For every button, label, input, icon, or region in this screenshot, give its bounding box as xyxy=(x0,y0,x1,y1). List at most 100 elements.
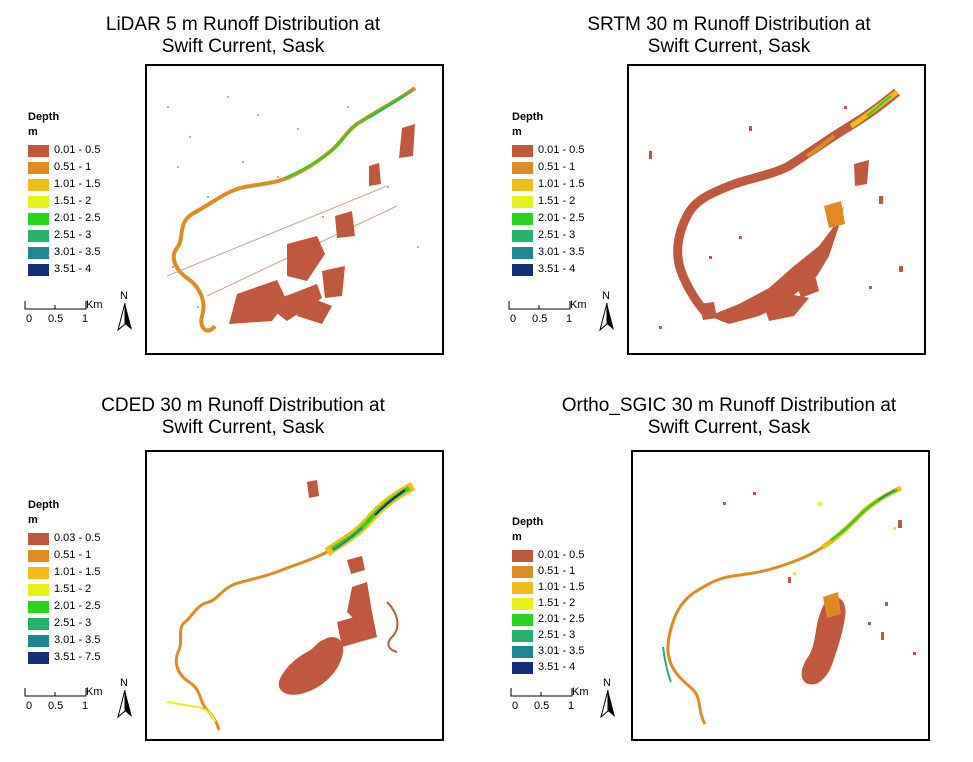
legend-title: Depth xyxy=(512,516,544,528)
legend-label: 0.01 - 0.5 xyxy=(54,144,101,156)
scale-tick: 1 xyxy=(566,313,573,325)
legend-label: 2.51 - 3 xyxy=(538,229,576,241)
legend-label: 3.01 - 3.5 xyxy=(538,246,585,258)
legend-swatch xyxy=(512,213,533,225)
legend: Depth m 0.01 - 0.5 0.51 - 1 1.01 - 1.5 1… xyxy=(512,110,584,278)
legend-item: 0.51 - 1 xyxy=(512,563,575,579)
north-arrow-icon xyxy=(600,690,615,718)
runoff-map xyxy=(662,485,916,725)
legend-title: Depth xyxy=(512,111,544,123)
legend-item: 1.51 - 2 xyxy=(512,595,575,611)
legend-label: 0.51 - 1 xyxy=(54,549,92,561)
legend-swatch xyxy=(28,584,49,596)
north-arrow: N xyxy=(599,290,615,332)
map-frame xyxy=(631,450,930,741)
legend-swatch xyxy=(28,567,49,579)
legend-swatch xyxy=(28,145,49,157)
north-arrow-icon xyxy=(117,303,132,331)
legend-item: 2.51 - 3 xyxy=(28,615,91,632)
river-channel xyxy=(673,88,900,320)
legend-swatch xyxy=(28,213,49,225)
legend-swatch xyxy=(512,582,533,594)
legend-item: 3.01 - 3.5 xyxy=(512,244,584,261)
title-line-2: Swift Current, Sask xyxy=(647,417,811,438)
legend-label: 3.01 - 3.5 xyxy=(54,634,101,646)
legend-swatch xyxy=(512,145,533,157)
legend-label: 3.51 - 4 xyxy=(538,263,576,275)
scale-tick: 0.5 xyxy=(48,700,64,712)
legend-label: 2.51 - 3 xyxy=(54,229,92,241)
ponding-area xyxy=(287,236,325,281)
scale-tick: 0 xyxy=(510,313,517,325)
legend-swatch xyxy=(28,652,49,664)
legend-label: 0.51 - 1 xyxy=(538,161,576,173)
legend-swatch xyxy=(512,598,533,610)
north-label: N xyxy=(603,677,611,689)
scale-bar: Km 0 0.5 1 xyxy=(510,685,600,715)
legend-swatch xyxy=(28,601,49,613)
legend-swatch xyxy=(28,533,49,545)
north-label: N xyxy=(602,290,610,302)
scale-tick: 1 xyxy=(82,313,89,325)
legend-swatch xyxy=(28,230,49,242)
legend-label: 0.01 - 0.5 xyxy=(538,144,585,156)
legend-swatch xyxy=(28,162,49,174)
legend-swatch xyxy=(512,247,533,259)
legend-label: 3.01 - 3.5 xyxy=(538,645,585,657)
legend-item: 0.51 - 1 xyxy=(512,159,575,176)
legend-label: 3.51 - 4 xyxy=(538,661,576,673)
legend-item: 3.51 - 4 xyxy=(512,261,575,278)
legend-label: 1.01 - 1.5 xyxy=(538,581,585,593)
legend-label: 3.51 - 4 xyxy=(54,263,92,275)
legend-swatch xyxy=(28,247,49,259)
map-frame xyxy=(145,64,444,355)
legend-item: 0.01 - 0.5 xyxy=(512,142,584,159)
legend-title: Depth xyxy=(28,111,60,123)
legend-item: 2.01 - 2.5 xyxy=(512,611,584,627)
legend-item: 3.51 - 4 xyxy=(512,659,575,675)
scale-bar: Km 0 0.5 1 xyxy=(24,298,114,328)
legend-swatch xyxy=(512,550,533,562)
ponding-area xyxy=(801,597,846,685)
scale-tick: 0.5 xyxy=(532,313,548,325)
legend-swatch xyxy=(512,566,533,578)
legend-unit: m xyxy=(28,514,38,526)
map-frame xyxy=(145,450,444,741)
scale-tick: 0 xyxy=(26,313,33,325)
map-frame xyxy=(627,64,926,355)
scale-tick: 0.5 xyxy=(48,313,64,325)
legend-item: 2.01 - 2.5 xyxy=(512,210,584,227)
legend-item: 0.03 - 0.5 xyxy=(28,530,100,547)
north-label: N xyxy=(120,677,128,689)
legend-item: 0.51 - 1 xyxy=(28,547,91,564)
scale-tick: 0.5 xyxy=(534,700,550,712)
legend-swatch xyxy=(512,614,533,626)
legend-label: 2.01 - 2.5 xyxy=(54,212,101,224)
legend-label: 2.51 - 3 xyxy=(54,617,92,629)
legend-swatch xyxy=(28,179,49,191)
scale-bar-line xyxy=(24,301,87,310)
runoff-map xyxy=(166,86,419,333)
legend-label: 1.01 - 1.5 xyxy=(538,178,585,190)
legend-item: 0.01 - 0.5 xyxy=(512,547,584,563)
legend: Depth m 0.01 - 0.5 0.51 - 1 1.01 - 1.5 1… xyxy=(512,515,584,675)
panel-title: LiDAR 5 m Runoff Distribution at Swift C… xyxy=(0,14,486,58)
legend-label: 0.51 - 1 xyxy=(538,565,576,577)
legend-item: 2.01 - 2.5 xyxy=(28,210,100,227)
legend-label: 1.51 - 2 xyxy=(538,195,576,207)
legend-swatch xyxy=(512,646,533,658)
legend-unit: m xyxy=(512,531,522,543)
legend-item: 1.01 - 1.5 xyxy=(28,564,100,581)
legend-item: 3.51 - 7.5 xyxy=(28,649,100,666)
legend-unit: m xyxy=(28,126,38,138)
legend-label: 3.01 - 3.5 xyxy=(54,246,101,258)
legend-label: 1.51 - 2 xyxy=(54,583,92,595)
legend-label: 2.51 - 3 xyxy=(538,629,576,641)
runoff-map xyxy=(166,480,416,731)
title-line-1: Ortho_SGIC 30 m Runoff Distribution at xyxy=(561,395,897,416)
panel-title: SRTM 30 m Runoff Distribution at Swift C… xyxy=(486,14,972,58)
legend-swatch xyxy=(28,618,49,630)
panel-cded: CDED 30 m Runoff Distribution at Swift C… xyxy=(0,381,486,762)
legend-item: 0.01 - 0.5 xyxy=(28,142,100,159)
scale-tick: 1 xyxy=(82,700,89,712)
